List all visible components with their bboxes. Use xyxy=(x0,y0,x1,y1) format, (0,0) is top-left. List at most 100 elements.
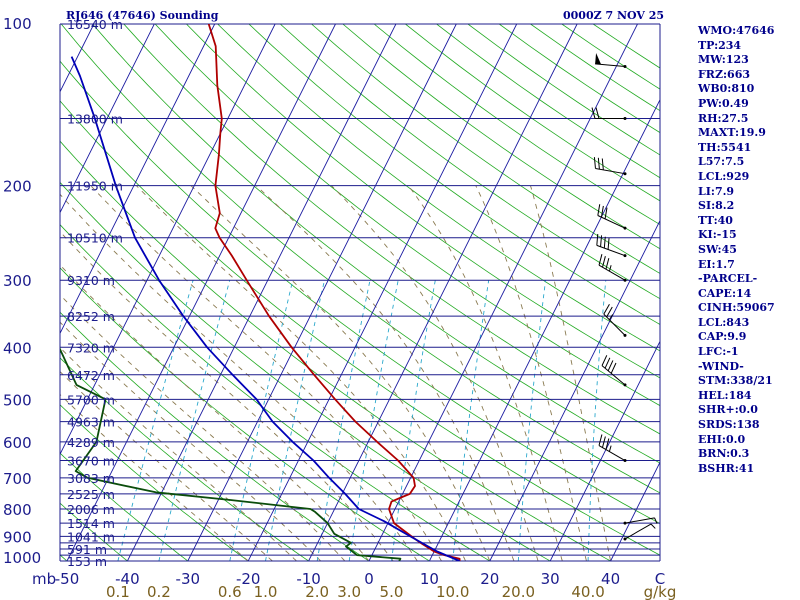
moist-adiabat-line xyxy=(60,346,297,561)
moist-adiabat-line xyxy=(255,185,515,561)
isotherm-line xyxy=(549,340,660,561)
stability-index-item: SI:8.2 xyxy=(698,199,735,213)
isotherm-line xyxy=(610,461,660,561)
wind-barb-half-flag xyxy=(650,523,656,529)
stability-index-item: STM:338/21 xyxy=(698,374,773,388)
mixing-ratio-label: 1.0 xyxy=(254,583,278,600)
stability-index-item: SW:45 xyxy=(698,242,737,256)
stability-index-item: SRDS:138 xyxy=(698,418,760,432)
wind-barb-staff xyxy=(595,63,626,68)
height-label: 2525 m xyxy=(67,487,115,502)
mixing-ratio-label: 0.6 xyxy=(218,583,242,600)
isotherm-line xyxy=(368,24,638,561)
wind-barb-flag xyxy=(601,158,604,170)
isotherm-line xyxy=(308,24,578,561)
temperature-tick-label: 40 xyxy=(601,570,620,588)
mixing-ratio-line xyxy=(117,280,194,561)
wind-barb-pennant xyxy=(595,52,602,65)
wind-barb-flag xyxy=(603,236,606,249)
stability-index-item: TP:234 xyxy=(698,38,742,52)
mixing-ratio-line xyxy=(348,280,399,561)
isotherm-line xyxy=(66,24,336,561)
wind-barb-staff xyxy=(624,517,655,524)
moist-adiabat-line xyxy=(530,185,612,561)
wind-barb-flag xyxy=(601,256,606,268)
isotherm-line xyxy=(489,219,660,561)
mixing-ratio-layer xyxy=(117,280,607,561)
wind-barb-flag xyxy=(596,233,599,246)
wind-barb-staff xyxy=(598,264,626,281)
mixing-ratio-line xyxy=(229,280,294,561)
wind-barb-flag xyxy=(598,434,603,446)
stability-index-item: WMO:47646 xyxy=(698,24,775,37)
wind-barb-half-flag xyxy=(608,265,612,272)
sounding-title: RJ646 (47646) Sounding xyxy=(66,9,219,22)
height-label: 6472 m xyxy=(67,368,115,383)
temperature-tick-label: -20 xyxy=(236,570,261,588)
temperature-tick-label: 10 xyxy=(420,570,439,588)
stability-index-item: RH:27.5 xyxy=(698,111,749,125)
wind-barb-flag xyxy=(607,360,614,371)
height-label: 10510 m xyxy=(67,231,123,246)
wind-barb-station xyxy=(623,65,627,69)
stability-index-item: LI:7.9 xyxy=(698,184,735,198)
wind-barb-station xyxy=(623,278,627,282)
pressure-tick-label: 300 xyxy=(3,272,32,290)
wind-barb-half-flag xyxy=(609,314,614,321)
stability-indices-list: WMO:47646 TP:234 MW:123 FRZ:663 WB0:810 PW:0.… xyxy=(698,24,775,476)
isotherm-line xyxy=(60,24,276,456)
wind-barb-station xyxy=(623,117,627,121)
mixing-ratio-line xyxy=(391,280,436,561)
wind-barb-half-flag xyxy=(608,445,612,452)
wind-barb-flag xyxy=(597,157,600,170)
wind-barb-station xyxy=(623,254,627,258)
wind-barb-station xyxy=(623,521,627,525)
mixing-ratio-unit: g/kg xyxy=(644,583,677,600)
wind-barb-staff xyxy=(624,523,652,540)
wind-barb-flag xyxy=(595,107,600,119)
height-label: 4289 m xyxy=(67,435,115,450)
height-label: 9310 m xyxy=(67,273,115,288)
wind-barb-flag xyxy=(604,357,611,369)
wind-barb-flag xyxy=(601,355,608,366)
wind-barb-staff xyxy=(598,445,626,461)
mixing-ratio-line xyxy=(265,280,325,561)
wind-barb-flag xyxy=(603,303,610,315)
pressure-tick-label: 900 xyxy=(3,528,32,546)
stability-index-item: BRN:0.3 xyxy=(698,447,750,461)
wind-barb-flag xyxy=(605,438,610,450)
stability-index-item: LCL:929 xyxy=(698,169,750,183)
height-label: 3670 m xyxy=(67,454,115,469)
pressure-tick-label: 700 xyxy=(3,470,32,488)
wind-barb-station xyxy=(623,537,627,541)
isotherm-line xyxy=(60,24,216,335)
stability-index-item: BSHR:41 xyxy=(698,461,755,475)
stability-index-item: L57:7.5 xyxy=(698,155,745,169)
pressure-tick-label: 600 xyxy=(3,434,32,452)
wind-barb-station xyxy=(623,333,627,337)
isobar-layer xyxy=(59,23,661,562)
stability-index-item: -WIND- xyxy=(698,359,744,373)
height-label: 1041 m xyxy=(67,529,115,544)
isotherm-layer xyxy=(60,24,660,561)
mixing-ratio-label: 20.0 xyxy=(502,583,535,600)
mixing-ratio-label: 0.2 xyxy=(147,583,171,600)
isotherm-line xyxy=(126,24,397,561)
wind-barb-flag xyxy=(605,258,610,270)
mixing-ratio-label: 3.0 xyxy=(337,583,361,600)
mixing-ratio-line xyxy=(587,280,607,561)
height-label: 1514 m xyxy=(67,516,115,531)
wind-barb-layer xyxy=(591,52,658,541)
wind-barb-staff xyxy=(595,167,626,175)
mixing-ratio-label: 10.0 xyxy=(436,583,469,600)
temperature-tick-label: -10 xyxy=(296,570,321,588)
stability-index-item: -PARCEL- xyxy=(698,272,758,286)
stability-index-item: TH:5541 xyxy=(698,140,752,154)
stability-index-item: CINH:59067 xyxy=(698,301,775,315)
mixing-ratio-label: 5.0 xyxy=(380,583,404,600)
wind-barb-station xyxy=(623,383,627,387)
temperature-tick-label: 0 xyxy=(364,570,374,588)
stability-index-item: MW:123 xyxy=(698,53,749,67)
height-label: 153 m xyxy=(67,554,107,569)
